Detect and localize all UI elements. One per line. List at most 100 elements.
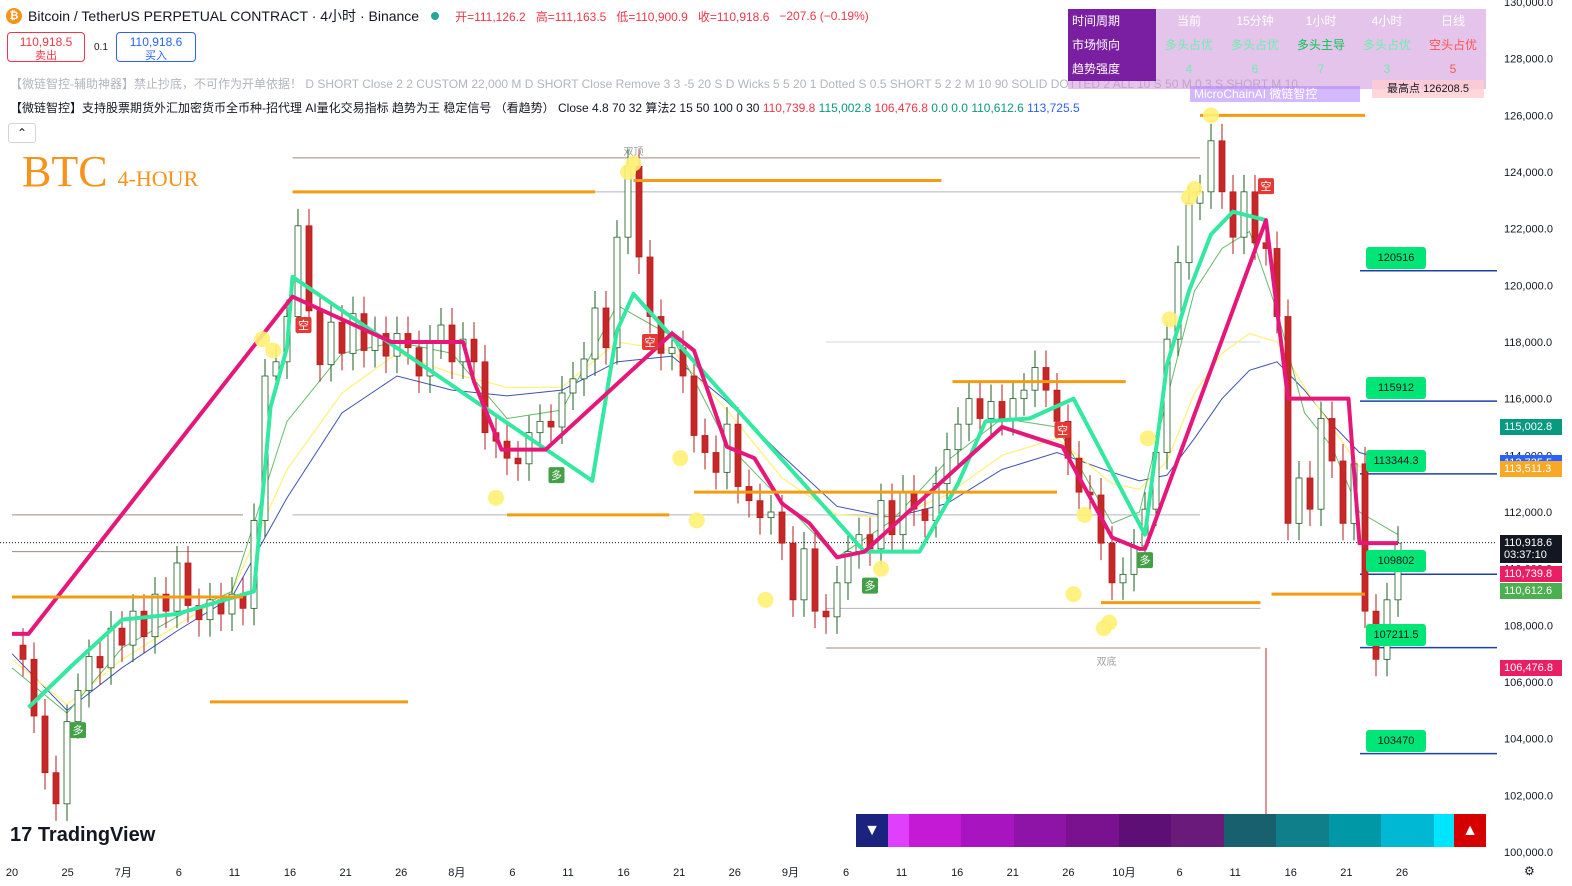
candle-body	[96, 656, 104, 669]
y-tick-label: 122,000.0	[1504, 224, 1553, 236]
strength-3: 7	[1317, 62, 1325, 76]
x-tick-label: 6	[843, 867, 849, 879]
candle-body	[1218, 140, 1226, 193]
dashboard-trend-row: 市场倾向 多头占优 多头占优 多头主导 多头占优 空头占优	[1068, 33, 1486, 57]
signal-dot	[1161, 311, 1178, 328]
x-tick-label: 16	[284, 867, 296, 879]
microchain-label: MicroChainAI 微链智控	[1190, 86, 1360, 102]
signal-dot	[688, 512, 705, 529]
indicator-legend-2[interactable]: 【微链智控】支持股票期货外汇加密货币全币种-招代理 AI量化交易指标 趋势为王 …	[10, 99, 1080, 116]
indicator-legend-1[interactable]: 【微链智控-辅助神器】禁止抄底，不可作为开单依据！ D SHORT Close …	[10, 77, 1298, 91]
x-tick-label: 21	[339, 867, 351, 879]
signal-long-marker	[862, 577, 878, 594]
indicator-value-6: 110,612.6	[971, 101, 1024, 115]
candle-body	[690, 375, 698, 436]
spread-value: 0.1	[94, 42, 108, 53]
y-tick-label: 116,000.0	[1504, 394, 1552, 406]
indicator-value-4: 0.0	[931, 101, 948, 115]
signal-dot	[757, 591, 774, 608]
tradingview-mark-icon: 17	[10, 824, 38, 846]
y-tick-label: 102,000.0	[1504, 790, 1553, 802]
signal-long-label: 多	[551, 468, 562, 482]
y-tick-label: 108,000.0	[1504, 620, 1553, 632]
symbol-title[interactable]: Bitcoin / TetherUS PERPETUAL CONTRACT · …	[28, 8, 420, 24]
candle-body	[19, 644, 27, 660]
candle-body	[657, 316, 665, 354]
indicator-value-3: 106,476.8	[874, 101, 928, 115]
candle-body	[294, 225, 302, 317]
strength-4: 3	[1383, 62, 1391, 76]
signal-short-label: 空	[298, 318, 309, 332]
candle-body	[613, 236, 621, 349]
candle-body	[811, 548, 819, 612]
tradingview-logo[interactable]: 17 TradingView	[10, 824, 155, 847]
ma-fast-line	[11, 230, 1399, 714]
candle-body	[547, 420, 555, 428]
bearish-arrow-icon: ▼	[856, 814, 888, 847]
target-level-label: 103470	[1366, 729, 1426, 752]
x-tick-label: 11	[229, 867, 240, 879]
x-tick-label: 25	[61, 867, 73, 879]
y-tick-label: 120,000.0	[1504, 280, 1553, 292]
signal-long-label: 多	[865, 579, 876, 593]
supertrend-bear-line	[12, 218, 1398, 636]
target-level-label: 120516	[1366, 246, 1426, 269]
headers-0: 时间周期	[1068, 9, 1156, 33]
sell-price: 110,918.5	[19, 35, 73, 49]
candle-body	[987, 401, 995, 419]
trend-2: 多头占优	[1230, 38, 1279, 52]
indicator-value-5: 0.0	[951, 101, 968, 115]
indicator-value-7: 113,725.5	[1027, 101, 1080, 115]
candle-body	[41, 715, 49, 774]
target-level-label: 115912	[1366, 377, 1426, 400]
price-axis-tag: 115,002.8	[1500, 418, 1562, 435]
candle-body	[591, 307, 599, 360]
chevron-up-icon: ⌃	[16, 126, 28, 140]
x-tick-label: 20	[6, 867, 18, 879]
collapse-legend-button[interactable]: ⌃	[8, 123, 36, 143]
candle-body	[536, 420, 544, 434]
candle-body	[1295, 477, 1303, 524]
ohlc-change: −207.6 (−0.19%)	[779, 9, 869, 23]
y-tick-label: 112,000.0	[1504, 507, 1552, 519]
ohlc-low: 低=110,900.9	[616, 9, 688, 24]
signal-long-label: 多	[1140, 553, 1151, 567]
candle-body	[118, 627, 126, 646]
candle-body	[1020, 389, 1028, 400]
trend-1: 多头占优	[1164, 38, 1213, 52]
signal-short-marker	[1054, 421, 1071, 438]
signal-dot	[672, 450, 689, 467]
candle-body	[569, 378, 577, 394]
x-tick-label: 26	[1396, 867, 1408, 879]
strength-1: 4	[1185, 62, 1193, 76]
x-tick-label: 21	[1340, 867, 1352, 879]
sell-button[interactable]: 110,918.5 卖出	[7, 32, 85, 62]
settings-gear-icon[interactable]: ⚙	[1524, 864, 1535, 878]
headers-5: 日线	[1440, 14, 1465, 28]
candle-body	[173, 562, 181, 612]
candle-body	[558, 392, 566, 428]
target-level-label: 113344.3	[1366, 449, 1426, 472]
candle-body	[481, 361, 489, 434]
candle-body	[888, 500, 896, 536]
signal-long-label: 多	[73, 723, 84, 737]
signal-dot	[254, 331, 271, 348]
pattern-annotation: 双顶	[624, 146, 644, 158]
trend-dashboard: 时间周期 当前 15分钟 1小时 4小时 日线 市场倾向 多头占优 多头占优 多头主导 多头占优空…	[1068, 9, 1486, 89]
signal-short-marker	[642, 334, 658, 350]
candle-body	[833, 582, 841, 618]
dashboard-strength-row: 趋势强度 4 6 7 3 5	[1068, 57, 1486, 81]
x-tick-label: 21	[673, 867, 685, 879]
buy-button[interactable]: 110,918.6 买入	[116, 32, 196, 62]
indicator-value-2: 115,002.8	[818, 101, 872, 115]
target-level-label: 107211.5	[1366, 623, 1426, 646]
signal-short-marker	[295, 317, 312, 333]
x-tick-label: 8月	[448, 867, 465, 879]
candle-body	[30, 658, 38, 717]
candle-body	[976, 398, 984, 419]
candle-body	[1130, 545, 1138, 575]
x-tick-label: 16	[617, 867, 629, 879]
candle-body	[789, 542, 797, 601]
signal-long-marker	[548, 467, 565, 484]
